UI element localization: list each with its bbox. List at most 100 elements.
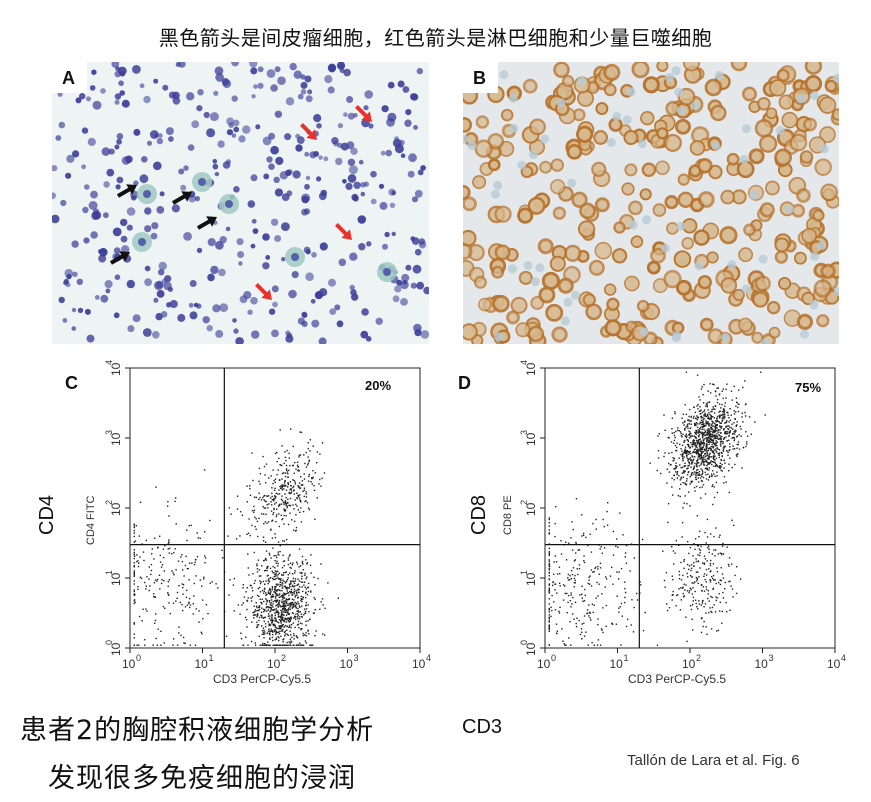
stained-cell [492,294,510,313]
event-dot [581,535,583,537]
event-dot [707,473,709,475]
event-dot [712,456,715,458]
event-dot [577,573,579,576]
event-dot [133,575,135,577]
event-dot [268,589,270,591]
event-dot [194,561,196,563]
event-dot [296,563,299,565]
event-dot [691,455,693,457]
event-dot [666,468,668,470]
event-dot [301,571,303,574]
event-dot [256,565,258,567]
event-dot [270,501,272,503]
event-dot [722,449,725,451]
event-dot [284,571,287,574]
event-dot [305,577,307,580]
event-dot [284,604,286,606]
event-dot [284,644,286,646]
event-dot [278,572,281,574]
event-dot [724,402,726,404]
event-dot [265,644,267,646]
event-dot [625,625,628,628]
unstained-cell [606,137,616,147]
event-dot [276,508,278,510]
event-dot [297,620,300,623]
event-dot [694,462,696,465]
event-dot [298,644,300,646]
event-dot [548,533,550,535]
event-dot [699,552,701,554]
event-dot [286,598,288,601]
event-dot [141,543,143,545]
event-dot [699,446,701,448]
event-dot [738,448,741,450]
event-dot [678,578,681,580]
lymphocyte-cell [100,294,109,303]
lymphocyte-cell [303,208,311,215]
lymphocyte-cell [416,67,423,75]
event-dot [710,415,712,418]
event-dot [133,573,135,575]
event-dot [257,535,259,538]
event-dot [154,537,156,539]
event-dot [271,636,273,639]
lymphocyte-cell [94,212,100,218]
event-dot [297,614,299,616]
lymphocyte-cell [418,238,426,245]
event-dot [729,446,731,448]
event-dot [692,417,695,419]
red-arrow [300,123,317,140]
event-dot [703,443,706,445]
stained-cell [707,328,724,344]
event-dot [702,476,705,479]
event-dot [574,601,577,603]
event-dot [705,586,707,588]
event-dot [713,486,715,488]
event-dot [709,430,711,432]
event-dot [296,612,299,615]
event-dot [307,447,309,450]
lymphocyte-cell [281,257,286,262]
event-dot [708,476,711,478]
stained-cell [812,209,825,222]
event-dot [251,596,254,598]
event-dot [599,562,602,564]
event-dot [313,489,316,492]
event-dot [159,554,161,557]
event-dot [167,548,169,550]
event-dot [289,562,292,564]
event-dot [674,467,677,469]
event-dot [701,473,703,476]
event-dot [689,505,691,507]
stained-cell [675,279,692,296]
event-dot [323,472,326,474]
event-dot [283,644,285,646]
event-dot [271,630,273,632]
lymphocyte-cell [233,126,240,133]
event-dot [188,601,190,603]
event-dot [709,413,711,416]
event-dot [301,562,304,564]
event-dot [713,449,716,451]
event-dot [707,416,710,419]
event-dot [265,559,268,561]
event-dot [138,562,140,564]
event-dot [696,544,699,547]
event-dot [274,626,277,628]
event-dot [710,456,713,458]
stained-cell [473,275,487,289]
event-dot [268,607,270,609]
event-dot [673,432,675,434]
event-dot [702,484,705,486]
event-dot [728,421,730,423]
lymphocyte-cell [100,88,106,94]
event-dot [289,580,292,582]
event-dot [624,556,626,558]
event-dot [285,619,287,621]
event-dot [283,540,286,542]
lymphocyte-cell [104,280,113,289]
event-dot [163,580,165,582]
unstained-cell [626,87,636,97]
event-dot [314,598,316,601]
lymphocyte-cell [197,89,204,96]
